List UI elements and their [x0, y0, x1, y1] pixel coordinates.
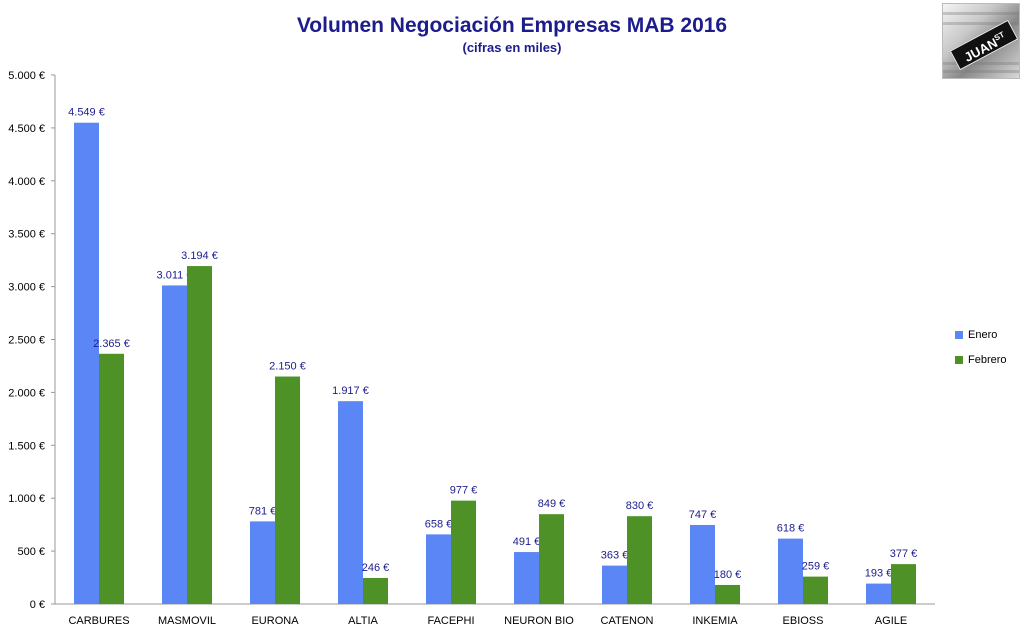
bar-febrero [891, 564, 916, 604]
bar-enero [778, 538, 803, 604]
legend-label-febrero: Febrero [968, 354, 1007, 366]
x-tick-label: INKEMIA [692, 615, 738, 627]
y-tick-label: 3.500 € [8, 229, 45, 241]
x-tick-label: EBIOSS [783, 615, 824, 627]
data-label: 363 € [601, 550, 629, 562]
data-label: 2.365 € [93, 338, 130, 350]
bar-febrero [275, 376, 300, 604]
data-label: 193 € [865, 568, 893, 580]
bar-febrero [451, 500, 476, 604]
data-label: 830 € [626, 500, 654, 512]
data-label: 3.194 € [181, 250, 218, 262]
data-label: 180 € [714, 569, 742, 581]
bar-enero [866, 583, 891, 604]
y-tick-label: 4.000 € [8, 176, 45, 188]
data-label: 781 € [249, 505, 277, 517]
chart-subtitle: (cifras en miles) [462, 40, 562, 55]
x-tick-label: EURONA [251, 615, 299, 627]
legend-item-febrero: Febrero [955, 353, 1007, 367]
y-tick-label: 3.000 € [8, 282, 45, 294]
y-tick-label: 4.500 € [8, 123, 45, 135]
data-label: 747 € [689, 509, 717, 521]
bar-enero [514, 552, 539, 604]
bar-enero [690, 524, 715, 604]
bar-enero [162, 285, 187, 604]
x-tick-label: NEURON BIO [504, 615, 574, 627]
bar-enero [426, 534, 451, 604]
bar-enero [74, 122, 99, 605]
data-label: 2.150 € [269, 361, 306, 373]
y-tick-label: 1.500 € [8, 440, 45, 452]
x-tick-label: FACEPHI [427, 615, 474, 627]
y-tick-label: 5.000 € [8, 70, 45, 82]
bar-enero [338, 401, 363, 604]
x-tick-label: AGILE [875, 615, 907, 627]
x-tick-label: MASMOVIL [158, 615, 216, 627]
legend-item-enero: Enero [955, 328, 1007, 342]
y-tick-label: 2.000 € [8, 387, 45, 399]
bar-febrero [363, 577, 388, 604]
bar-febrero [803, 576, 828, 604]
data-label: 618 € [777, 523, 805, 535]
y-tick-label: 1.000 € [8, 493, 45, 505]
bar-enero [250, 521, 275, 604]
legend-label-enero: Enero [968, 329, 998, 341]
data-label: 658 € [425, 518, 453, 530]
data-label: 3.011 € [157, 269, 193, 281]
x-tick-label: CARBURES [68, 615, 129, 627]
data-label: 4.549 € [68, 107, 105, 119]
data-label: 491 € [513, 536, 541, 548]
data-label: 259 € [802, 561, 830, 573]
data-label: 246 € [362, 562, 390, 574]
data-label: 1.917 € [332, 385, 369, 397]
bar-febrero [99, 353, 124, 604]
x-tick-label: CATENON [601, 615, 654, 627]
bar-febrero [539, 514, 564, 604]
legend-swatch-febrero [955, 356, 963, 364]
bar-febrero [627, 516, 652, 604]
bar-enero [602, 565, 627, 604]
bar-febrero [187, 266, 212, 604]
bar-febrero [715, 584, 740, 604]
legend: Enero Febrero [955, 328, 1007, 378]
y-tick-label: 2.500 € [8, 335, 45, 347]
x-tick-label: ALTIA [348, 615, 378, 627]
chart-title: Volumen Negociación Empresas MAB 2016 [296, 14, 728, 37]
data-label: 377 € [890, 548, 918, 560]
y-tick-label: 500 € [17, 546, 45, 558]
data-label: 977 € [450, 485, 478, 497]
y-tick-label: 0 € [30, 599, 45, 611]
juan-st-logo: JUANST [942, 3, 1020, 79]
data-label: 849 € [538, 498, 566, 510]
legend-swatch-enero [955, 331, 963, 339]
